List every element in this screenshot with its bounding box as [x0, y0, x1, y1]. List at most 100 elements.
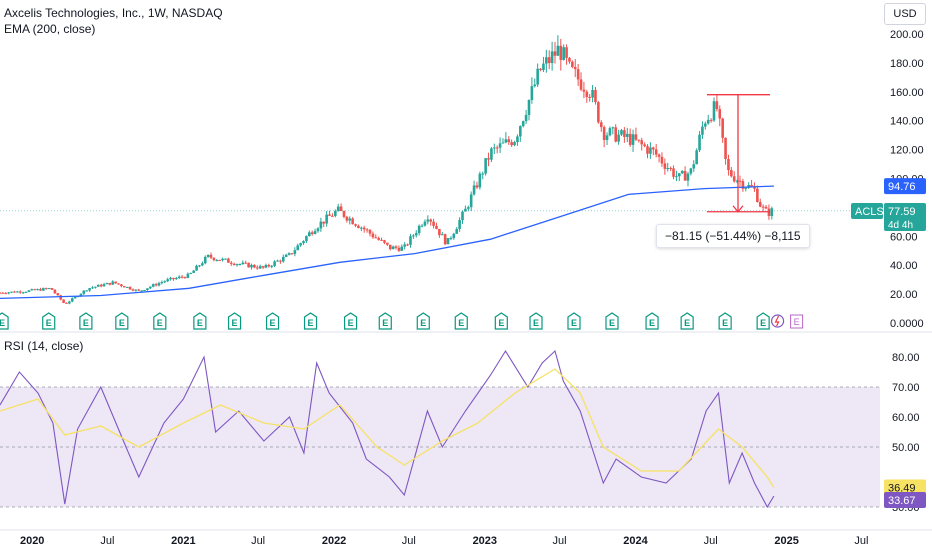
candle-body	[672, 168, 675, 177]
rsi-indicator-label[interactable]: RSI (14, close)	[4, 339, 84, 353]
candle-body	[313, 231, 317, 235]
price-tick-label: 160.00	[890, 87, 924, 99]
earnings-letter: E	[382, 318, 388, 328]
candle-body	[530, 86, 534, 101]
candle-body	[253, 264, 256, 268]
candle-body	[409, 236, 412, 245]
earnings-letter: E	[684, 318, 690, 328]
price-tick-label: 60.00	[890, 231, 918, 243]
candle-body	[573, 67, 577, 70]
candle-body	[209, 254, 213, 258]
candle-body	[689, 168, 693, 174]
candle-body	[258, 266, 262, 269]
candle-body	[296, 245, 300, 251]
earnings-icon	[454, 312, 468, 330]
candle-body	[678, 173, 681, 177]
candle-body	[487, 158, 490, 160]
candle-body	[293, 250, 297, 254]
candle-body	[758, 201, 762, 207]
earnings-icon	[0, 312, 9, 330]
candle-body	[432, 221, 435, 226]
candle-body	[27, 290, 31, 292]
candle-body	[426, 219, 430, 222]
candle-body	[59, 295, 63, 300]
candle-body	[753, 186, 756, 189]
earnings-icon	[416, 312, 430, 330]
time-tick-label: 2022	[322, 535, 346, 547]
candle-body	[770, 208, 774, 216]
candle-body	[24, 291, 28, 293]
candle-body	[310, 232, 314, 235]
ema-indicator-label[interactable]: EMA (200, close)	[4, 22, 96, 36]
candle-body	[224, 258, 227, 260]
candle-body	[94, 286, 97, 288]
candle-body	[695, 150, 698, 165]
candle-body	[602, 127, 606, 141]
candle-body	[16, 291, 19, 293]
earnings-letter: E	[308, 318, 314, 328]
candle-body	[649, 147, 652, 154]
earnings-letter: E	[348, 318, 354, 328]
candle-body	[267, 264, 271, 267]
candle-body	[122, 286, 126, 288]
candle-body	[400, 246, 404, 251]
candle-body	[143, 290, 146, 292]
candle-body	[623, 130, 626, 137]
candle-body	[712, 101, 716, 121]
candle-body	[394, 246, 398, 248]
candle-body	[414, 233, 418, 236]
candle-body	[180, 276, 184, 278]
earnings-letter: E	[0, 318, 5, 328]
candle-body	[377, 237, 380, 240]
earnings-letter: E	[157, 318, 163, 328]
time-tick-label: 2025	[774, 535, 798, 547]
candle-body	[461, 211, 464, 221]
candle-body	[88, 288, 91, 291]
earnings-letter: E	[498, 318, 504, 328]
bar-countdown: 4d 4h	[888, 220, 913, 231]
candle-body	[244, 262, 248, 264]
candle-body	[241, 262, 245, 265]
candle-body	[625, 133, 629, 137]
upcoming-earnings-letter: E	[794, 317, 800, 327]
candle-body	[374, 237, 378, 239]
candle-body	[1, 292, 5, 294]
candle-body	[85, 290, 89, 292]
candle-body	[680, 171, 684, 174]
candle-body	[10, 291, 13, 293]
candle-body	[308, 232, 311, 237]
candle-body	[764, 206, 768, 209]
candle-body	[669, 168, 672, 170]
candle-body	[631, 134, 635, 145]
candle-body	[146, 288, 149, 291]
candle-body	[715, 101, 719, 110]
candle-body	[342, 211, 346, 217]
candle-body	[140, 290, 143, 292]
candle-body	[102, 284, 106, 287]
candle-body	[423, 221, 427, 226]
candle-body	[198, 265, 201, 267]
earnings-icon	[79, 312, 93, 330]
rsi-tick-label: 70.00	[892, 382, 920, 394]
candle-body	[449, 238, 453, 240]
earnings-icon	[680, 312, 694, 330]
candle-body	[475, 185, 479, 188]
currency-button[interactable]: USD	[884, 3, 926, 25]
candle-body	[513, 142, 516, 146]
earnings-letter: E	[649, 318, 655, 328]
candle-body	[125, 286, 129, 288]
candle-body	[42, 288, 45, 291]
candle-body	[189, 272, 193, 274]
candle-body	[44, 288, 48, 290]
candle-body	[299, 243, 302, 246]
candle-body	[250, 264, 253, 268]
candle-body	[36, 289, 39, 291]
candle-body	[709, 119, 713, 121]
candle-body	[637, 139, 641, 141]
candle-body	[0, 292, 2, 294]
candle-body	[594, 89, 597, 103]
earnings-letter: E	[119, 318, 125, 328]
candle-body	[756, 188, 759, 202]
